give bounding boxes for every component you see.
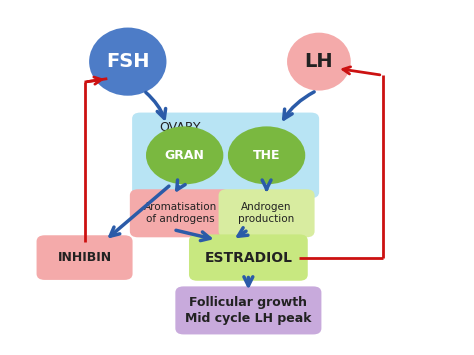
Text: THE: THE — [253, 149, 280, 162]
Text: LH: LH — [305, 52, 333, 71]
FancyBboxPatch shape — [175, 286, 321, 334]
FancyBboxPatch shape — [36, 235, 133, 280]
Text: ESTRADIOL: ESTRADIOL — [204, 251, 292, 264]
Text: Aromatisation
of androgens: Aromatisation of androgens — [144, 202, 217, 224]
Text: Androgen
production: Androgen production — [238, 202, 295, 224]
Text: Follicular growth
Mid cycle LH peak: Follicular growth Mid cycle LH peak — [185, 296, 311, 325]
Ellipse shape — [287, 33, 351, 91]
FancyBboxPatch shape — [130, 189, 230, 237]
Text: OVARY: OVARY — [159, 121, 201, 133]
FancyBboxPatch shape — [219, 189, 315, 237]
FancyBboxPatch shape — [132, 113, 319, 198]
Ellipse shape — [228, 126, 305, 184]
Text: FSH: FSH — [106, 52, 149, 71]
Text: INHIBIN: INHIBIN — [57, 251, 111, 264]
Ellipse shape — [89, 28, 166, 96]
FancyBboxPatch shape — [189, 234, 308, 281]
Ellipse shape — [146, 126, 223, 184]
Text: GRAN: GRAN — [165, 149, 205, 162]
